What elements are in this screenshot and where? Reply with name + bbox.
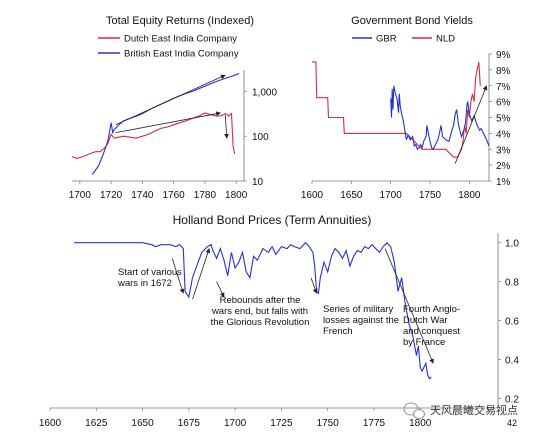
holland-x-tick-label: 1700 [224,418,247,429]
watermark: 天风晨曦交易视点 [403,402,518,420]
equity-x-tick-label: 1700 [69,190,92,201]
holland-annotation-line: Fourth Anglo- [403,304,460,315]
holland-chart-title: Holland Bond Prices (Term Annuities) [173,213,372,227]
equity-x-tick-label: 1760 [163,190,186,201]
nld-yield-line [312,61,481,158]
holland-annotation-line: Series of military [323,304,393,315]
holland-annotation-line: the Glorious Revolution [211,317,310,328]
equity-y-tick-label: 10 [252,177,264,188]
equity-legend-label: British East India Company [124,49,239,60]
equity-chart-title: Total Equity Returns (Indexed) [106,15,254,27]
yields-chart-title: Government Bond Yields [351,15,473,27]
holland-annotation-line: wars in 1672 [117,278,172,289]
holland-annotation-line: Dutch War [403,315,448,326]
holland-x-tick-label: 1675 [178,418,201,429]
equity-annotation-arrow [224,114,229,139]
holland-annotation-line: Start of various [118,267,182,278]
holland-x-tick-label: 1750 [317,418,340,429]
holland-annotation-arrow [310,277,318,294]
holland-bond-prices-chart: Holland Bond Prices (Term Annuities) 1600… [39,213,519,429]
holland-y-tick-label: 1.0 [505,239,519,250]
equity-annotation-arrow [115,111,222,134]
holland-x-tick-label: 1775 [363,418,386,429]
yields-y-tick-label: 5% [496,114,511,125]
yields-y-tick-label: 3% [496,145,511,156]
holland-x-tick-label: 1600 [39,418,62,429]
watermark-text: 天风晨曦交易视点 [430,403,518,417]
holland-price-line [74,241,432,380]
yields-x-tick-label: 1750 [419,190,442,201]
yields-y-tick-label: 2% [496,161,511,172]
holland-y-tick-label: 0.4 [505,355,519,366]
yields-legend: GBR NLD [352,34,455,45]
equity-y-tick-label: 100 [252,132,269,143]
equity-annotation-arrow [115,74,226,126]
equity-x-tick-label: 1740 [131,190,154,201]
holland-y-tick-label: 0.8 [505,278,519,289]
holland-annotation-arrow [192,248,211,300]
holland-annotation-line: losses against the [323,315,399,326]
yields-legend-label: NLD [436,34,455,45]
yields-y-tick-label: 4% [496,129,511,140]
holland-x-tick-label: 1800 [409,418,432,429]
holland-x-tick-label: 1725 [270,418,293,429]
gbr-yield-line [390,85,490,151]
yields-y-tick-label: 8% [496,66,511,77]
yields-y-tick-label: 1% [496,177,511,188]
yields-x-tick-label: 1650 [340,190,363,201]
holland-annotation-line: wars end, but falls with [211,306,308,317]
yields-y-tick-label: 7% [496,82,511,93]
holland-annotation-arrow [384,248,434,364]
yields-legend-label: GBR [376,34,397,45]
british-east-india-line [91,72,240,175]
wechat-icon-bubble-small [412,408,426,420]
holland-annotation-arrow [171,258,185,294]
yields-x-tick-label: 1600 [301,190,324,201]
holland-x-tick-label: 1650 [131,418,154,429]
wechat-icon-bubble-large [403,402,419,416]
holland-y-tick-label: 0.2 [505,394,519,405]
equity-legend: Dutch East India Company British East Ind… [98,34,239,60]
holland-annotation-line: Rebounds after the [220,295,301,306]
equity-x-tick-label: 1720 [100,190,123,201]
equity-returns-chart: Total Equity Returns (Indexed) 1700 1720 17… [69,15,278,201]
yields-annotation-arrow [454,85,488,164]
equity-x-tick-label: 1800 [225,190,248,201]
holland-annotation-line: French [323,326,353,337]
holland-corner-label: 42 [507,418,517,428]
equity-legend-label: Dutch East India Company [124,34,237,45]
equity-y-tick-label: 1,000 [252,87,277,98]
yields-y-tick-label: 9% [496,50,511,61]
dutch-east-india-line [71,112,236,159]
wechat-icon [403,402,426,420]
yields-y-tick-label: 6% [496,98,511,109]
yields-x-tick-label: 1700 [380,190,403,201]
yields-x-tick-label: 1800 [458,190,481,201]
holland-y-tick-label: 0.6 [505,317,519,328]
holland-annotation-arrow [216,281,225,298]
holland-annotation-line: and conquest [403,326,460,337]
holland-x-tick-label: 1625 [85,418,108,429]
equity-x-tick-label: 1780 [194,190,217,201]
bond-yields-chart: Government Bond Yields 1600 1650 1700 1750 18… [301,15,511,201]
